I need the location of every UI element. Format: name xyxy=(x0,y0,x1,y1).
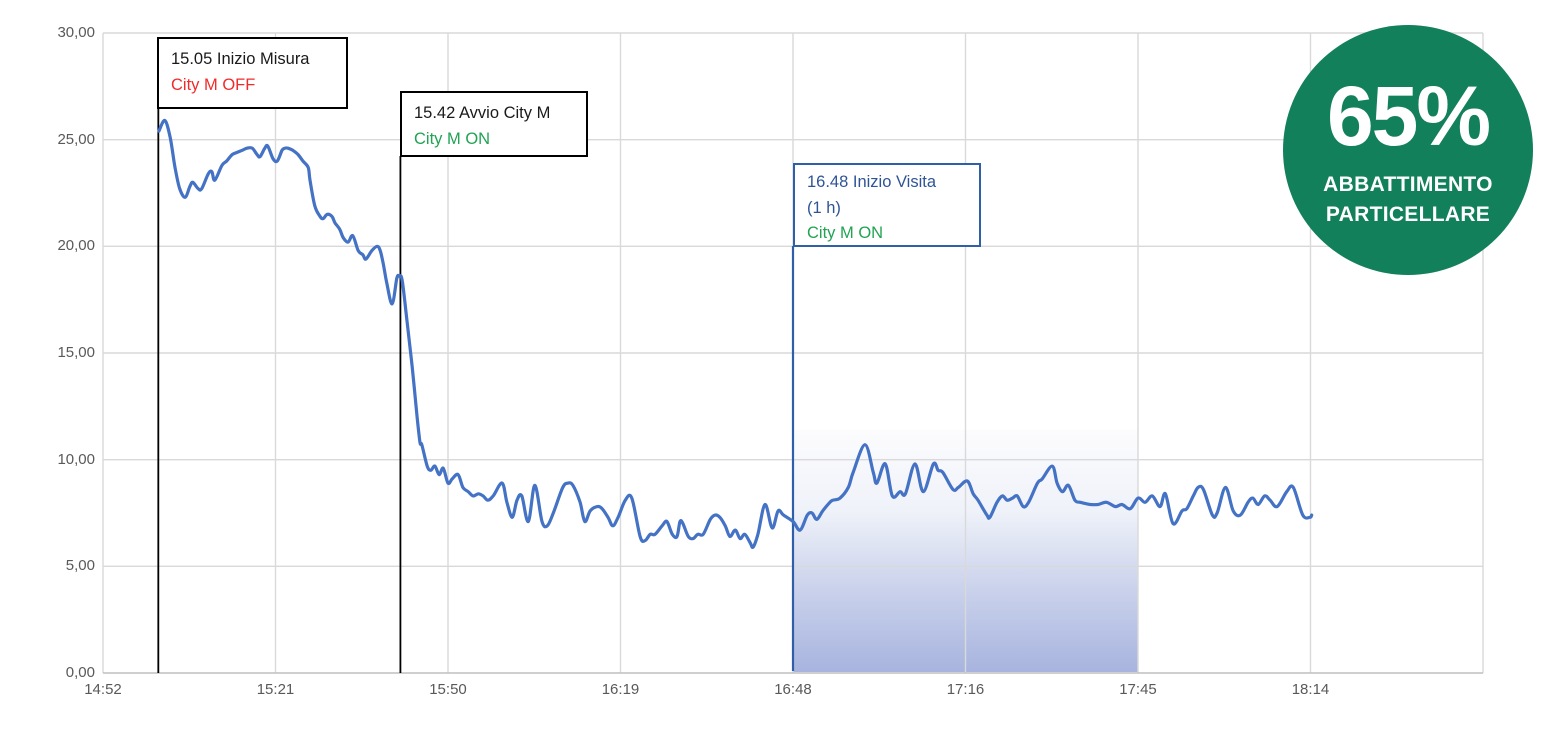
reduction-label-line2: PARTICELLARE xyxy=(1325,203,1491,226)
y-tick-label: 30,00 xyxy=(57,24,95,41)
annotation-title: 15.42 Avvio City M xyxy=(414,104,551,122)
reduction-badge: 65% ABBATTIMENTO PARTICELLARE xyxy=(1283,25,1533,275)
reduction-label-line1: ABBATTIMENTO xyxy=(1323,173,1493,196)
annotation-status-city-m-off: City M OFF xyxy=(171,76,256,94)
reduction-label: ABBATTIMENTO PARTICELLARE xyxy=(1323,170,1493,230)
annotation-box-inizio-misura: 15.05 Inizio Misura City M OFF xyxy=(157,37,348,109)
x-tick-label: 15:50 xyxy=(429,681,467,698)
x-tick-label: 17:45 xyxy=(1119,681,1157,698)
annotation-title: 15.05 Inizio Misura xyxy=(171,50,310,68)
y-tick-label: 20,00 xyxy=(57,237,95,255)
reduction-percent: 65% xyxy=(1326,69,1491,163)
annotation-status-city-m-on: City M ON xyxy=(807,224,884,242)
x-tick-label: 18:14 xyxy=(1291,681,1330,698)
x-tick-label: 16:48 xyxy=(774,681,812,698)
y-tick-label: 5,00 xyxy=(65,557,95,575)
x-tick-label: 14:52 xyxy=(84,681,122,698)
annotation-box-avvio-city-m: 15.42 Avvio City M City M ON xyxy=(400,91,588,157)
y-tick-label: 25,00 xyxy=(57,130,95,148)
y-tick-label: 15,00 xyxy=(57,344,95,361)
particulate-series-line xyxy=(157,118,1314,550)
x-tick-label: 15:21 xyxy=(256,681,295,698)
annotation-title: 16.48 Inizio Visita xyxy=(807,173,937,191)
annotation-status-city-m-on: City M ON xyxy=(414,130,491,148)
annotation-box-inizio-visita: 16.48 Inizio Visita (1 h) City M ON xyxy=(793,163,981,247)
y-tick-label: 10,00 xyxy=(57,450,95,468)
x-tick-label: 16:19 xyxy=(601,681,640,698)
x-tick-label: 17:16 xyxy=(946,681,985,698)
y-tick-label: 0,00 xyxy=(65,664,95,681)
annotation-duration: (1 h) xyxy=(807,198,841,217)
